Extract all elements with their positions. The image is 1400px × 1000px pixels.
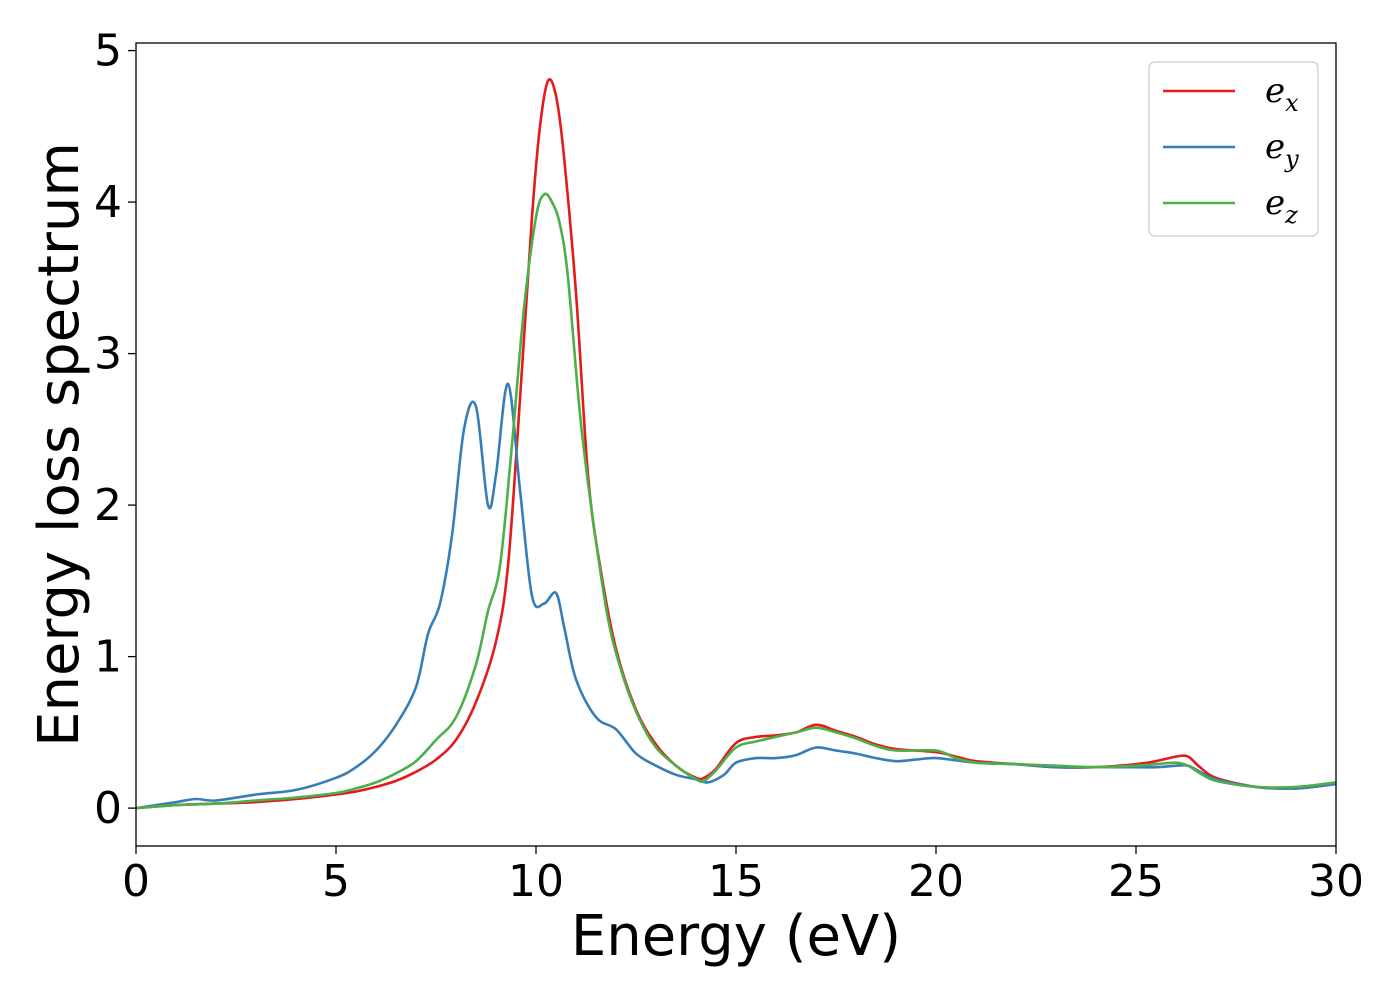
legend-box [1148,61,1319,237]
legend-label-ey: ey [1265,127,1299,173]
series-line-ez [135,192,1337,810]
y-tick-label: 0 [94,783,122,834]
x-tick-label: 5 [322,856,350,907]
x-tick-label: 15 [708,856,764,907]
legend: ex ey ez [1148,61,1319,237]
x-tick-label: 10 [508,856,564,907]
x-tick-label: 25 [1108,856,1164,907]
y-tick-label: 4 [94,177,122,228]
y-axis-label: Energy loss spectrum [27,142,92,747]
y-tick-label: 1 [94,632,122,683]
x-axis-label: Energy (eV) [571,904,901,969]
x-tick-label: 20 [908,856,964,907]
x-axis-ticks: 0 5 10 15 20 25 30 [122,846,1364,907]
y-tick-label: 5 [94,26,122,77]
y-tick-label: 3 [94,329,122,380]
legend-label-ez: ez [1265,183,1298,229]
legend-label-ex: ex [1265,71,1299,117]
y-tick-label: 2 [94,480,122,531]
x-tick-label: 0 [122,856,150,907]
x-tick-label: 30 [1308,856,1364,907]
series-layer [135,78,1337,810]
y-axis-ticks: 0 1 2 3 4 5 [94,26,136,834]
